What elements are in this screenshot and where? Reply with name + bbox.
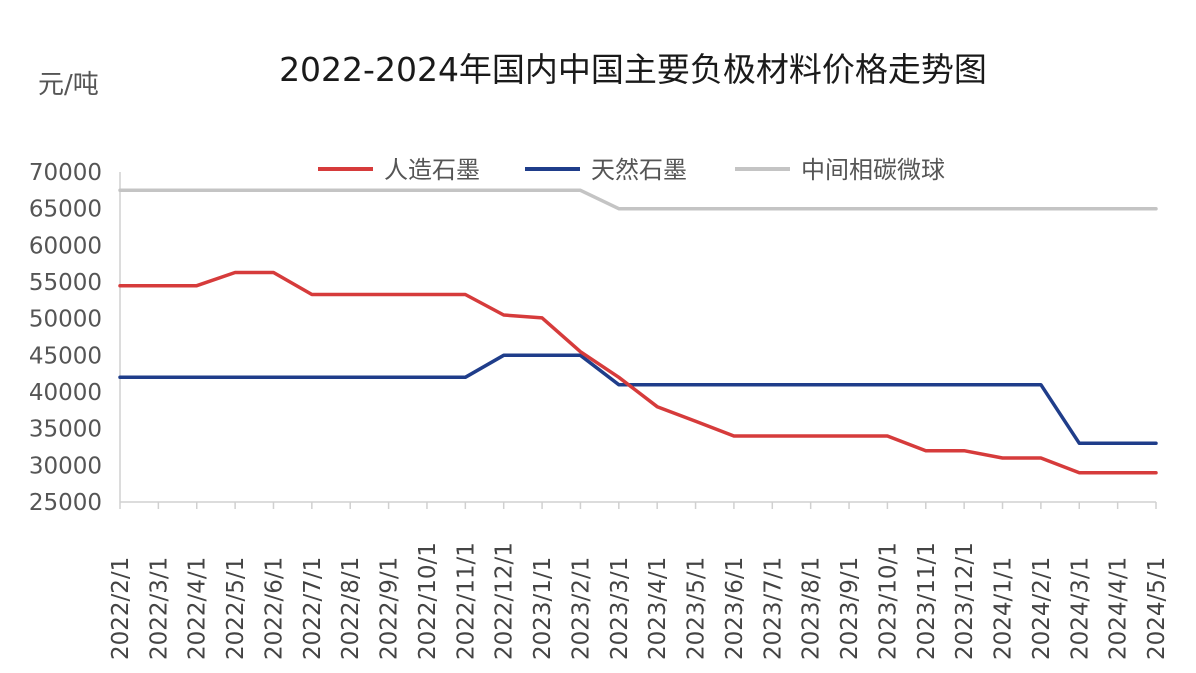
series-layer xyxy=(118,188,1158,475)
axes: 70000 65000 60000 55000 50000 45000 40000 35000… xyxy=(29,160,1170,660)
y-axis-unit-label: 元/吨 xyxy=(38,70,99,100)
x-tick-label: 2024/1/1 xyxy=(991,557,1017,660)
x-tick-label: 2022/7/1 xyxy=(300,557,326,660)
x-tick-label: 2023/3/1 xyxy=(607,557,633,660)
x-tick-label: 2023/9/1 xyxy=(837,557,863,660)
x-tick-label: 2022/3/1 xyxy=(146,557,172,660)
x-tick-label: 2023/12/1 xyxy=(952,542,978,660)
x-tick-label: 2022/11/1 xyxy=(453,542,479,660)
y-tick-label: 50000 xyxy=(29,307,102,333)
legend-label: 中间相碳微球 xyxy=(801,156,945,184)
x-tick-label: 2022/8/1 xyxy=(338,557,364,660)
x-tick-label: 2024/4/1 xyxy=(1106,557,1132,660)
chart-title: 2022-2024年国内中国主要负极材料价格走势图 xyxy=(279,50,987,89)
series-line-3 xyxy=(118,188,1158,211)
x-tick-label: 2024/2/1 xyxy=(1029,557,1055,660)
x-tick-label: 2023/7/1 xyxy=(760,557,786,660)
legend-label: 人造石墨 xyxy=(384,156,480,184)
y-tick-label: 70000 xyxy=(29,160,102,186)
y-tick-label: 65000 xyxy=(29,197,102,223)
x-tick-label: 2022/4/1 xyxy=(185,557,211,660)
y-tick-label: 35000 xyxy=(29,417,102,443)
y-tick-label: 45000 xyxy=(29,343,102,369)
x-tick-label: 2023/10/1 xyxy=(875,542,901,660)
x-tick-label: 2022/12/1 xyxy=(492,542,518,660)
x-tick-label: 2023/6/1 xyxy=(722,557,748,660)
series-line-2 xyxy=(118,353,1158,446)
x-tick-label: 2023/5/1 xyxy=(684,557,710,660)
legend-label: 天然石墨 xyxy=(591,156,687,184)
x-tick-label: 2022/10/1 xyxy=(415,542,441,660)
y-tick-label: 30000 xyxy=(29,453,102,479)
x-tick-label: 2024/5/1 xyxy=(1144,557,1170,660)
y-tick-label: 60000 xyxy=(29,233,102,259)
x-tick-label: 2023/8/1 xyxy=(799,557,825,660)
y-tick-label: 55000 xyxy=(29,270,102,296)
x-tick-label: 2022/6/1 xyxy=(261,557,287,660)
legend: 人造石墨 天然石墨 中间相碳微球 xyxy=(318,156,945,184)
x-tick-label: 2024/3/1 xyxy=(1067,557,1093,660)
x-tick-label: 2023/2/1 xyxy=(568,557,594,660)
x-tick-label: 2023/1/1 xyxy=(530,557,556,660)
y-tick-label: 25000 xyxy=(29,490,102,516)
x-tick-label: 2023/11/1 xyxy=(914,542,940,660)
x-tick-label: 2022/9/1 xyxy=(377,557,403,660)
x-tick-label: 2022/5/1 xyxy=(223,557,249,660)
x-tick-label: 2022/2/1 xyxy=(108,557,134,660)
y-tick-label: 40000 xyxy=(29,380,102,406)
x-tick-label: 2023/4/1 xyxy=(645,557,671,660)
series-line-1 xyxy=(118,270,1158,475)
